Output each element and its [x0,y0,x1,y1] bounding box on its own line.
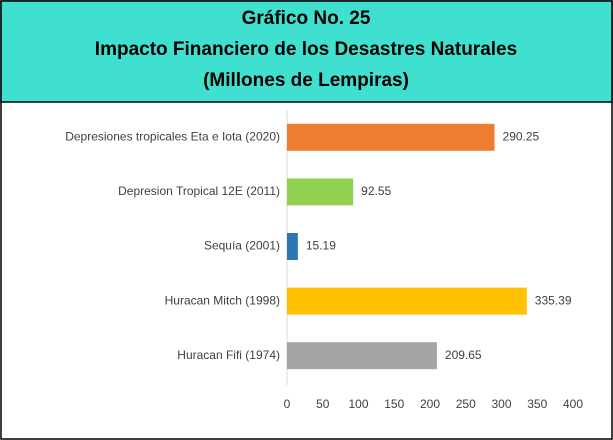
data-label: 335.39 [535,293,572,307]
title-line: Gráfico No. 25 [242,8,371,29]
y-tick-label: Huracan Mitch (1998) [165,293,280,307]
y-tick-label: Sequía (2001) [204,239,280,253]
x-tick-label: 250 [456,397,476,411]
y-tick-label: Huracan Fifi (1974) [177,348,280,362]
data-label: 15.19 [306,239,336,253]
bar [287,287,527,315]
x-tick-label: 300 [491,397,511,411]
header [0,0,613,103]
data-label: 92.55 [361,184,391,198]
data-label: 209.65 [445,348,482,362]
y-tick-label: Depresiones tropicales Eta e Iota (2020) [65,129,280,143]
title-line: Impacto Financiero de los Desastres Natu… [95,39,517,60]
x-tick-label: 0 [284,397,291,411]
bar [287,233,298,260]
x-tick-label: 100 [348,397,368,411]
bar [287,123,495,151]
title-line: (Millones de Lempiras) [203,70,409,91]
x-tick-label: 350 [527,397,547,411]
bar [287,342,437,370]
x-tick-label: 150 [384,397,404,411]
bar [287,178,354,206]
x-tick-label: 200 [420,397,440,411]
data-label: 290.25 [503,129,540,143]
x-tick-label: 50 [316,397,330,411]
x-tick-label: 400 [563,397,583,411]
y-tick-label: Depresion Tropical 12E (2011) [118,184,280,198]
